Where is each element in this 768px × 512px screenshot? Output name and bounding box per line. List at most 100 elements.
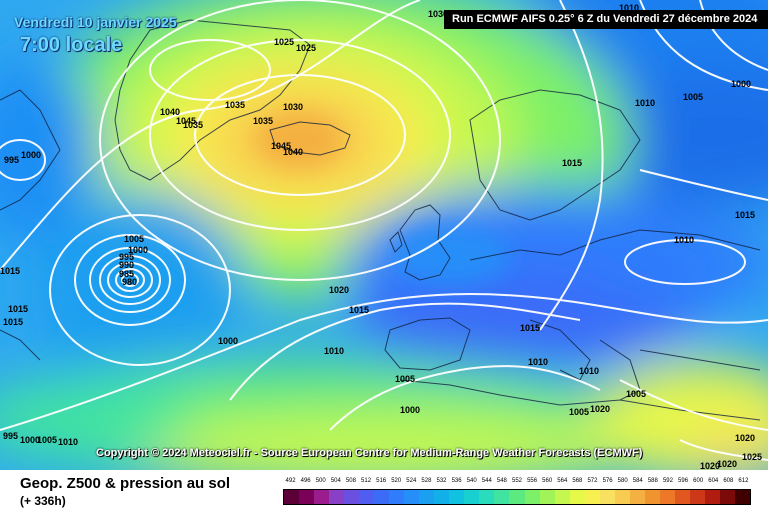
legend-level-label: 584 bbox=[632, 478, 643, 484]
legend-swatch bbox=[509, 490, 525, 504]
isobar-label: 1025 bbox=[296, 43, 316, 53]
forecast-date: Vendredi 10 janvier 2025 bbox=[14, 14, 177, 30]
legend-level-label: 608 bbox=[723, 478, 734, 484]
isobar-label: 1010 bbox=[528, 357, 548, 367]
legend-level-label: 540 bbox=[466, 478, 477, 484]
coastlines bbox=[0, 19, 761, 421]
legend-level-label: 516 bbox=[376, 478, 387, 484]
legend-swatch bbox=[419, 490, 435, 504]
z500-color-field bbox=[0, 0, 768, 470]
isobar-label: 1020 bbox=[590, 404, 610, 414]
isobar-label: 1010 bbox=[635, 98, 655, 108]
legend-swatch bbox=[584, 490, 600, 504]
isobar-label: 1010 bbox=[674, 235, 694, 245]
legend-swatch bbox=[359, 490, 375, 504]
forecast-local-time: 7:00 locale bbox=[20, 34, 123, 56]
legend-level-label: 536 bbox=[451, 478, 462, 484]
legend-level-label: 508 bbox=[345, 478, 356, 484]
legend-level-label: 600 bbox=[693, 478, 704, 484]
run-info-box bbox=[444, 10, 768, 29]
legend-level-label: 588 bbox=[647, 478, 658, 484]
legend-level-label: 520 bbox=[391, 478, 402, 484]
isobar-label: 1000 bbox=[20, 435, 40, 445]
legend-swatch bbox=[464, 490, 480, 504]
legend-level-label: 548 bbox=[496, 478, 507, 484]
legend-level-label: 496 bbox=[300, 478, 311, 484]
isobar-label: 1040 bbox=[283, 147, 303, 157]
legend-swatch bbox=[434, 490, 450, 504]
map-title: Geop. Z500 & pression au sol bbox=[20, 475, 231, 492]
legend-level-label: 556 bbox=[527, 478, 538, 484]
copyright-notice: Copyright © 2024 Meteociel.fr - Source E… bbox=[96, 447, 643, 459]
legend-level-label: 612 bbox=[738, 478, 749, 484]
forecast-hour: (+ 336h) bbox=[20, 494, 66, 508]
isobar-label: 1005 bbox=[569, 407, 589, 417]
isobar-label: 1000 bbox=[128, 245, 148, 255]
legend-swatch bbox=[344, 490, 360, 504]
legend-labels: 492 496 500 504 508 512 516 520 524 528 532 536 540 5… bbox=[283, 478, 751, 487]
color-scale-legend: 492 496 500 504 508 512 516 520 524 528 532 536 540 5… bbox=[283, 478, 751, 505]
legend-level-label: 572 bbox=[587, 478, 598, 484]
isobar-label: 1015 bbox=[562, 158, 582, 168]
legend-level-label: 544 bbox=[481, 478, 492, 484]
legend-color-bar bbox=[283, 489, 751, 505]
legend-level-label: 532 bbox=[436, 478, 447, 484]
legend-level-label: 560 bbox=[542, 478, 553, 484]
isobar-label: 1035 bbox=[183, 120, 203, 130]
legend-swatch bbox=[734, 490, 750, 504]
isobar-label: 985 bbox=[119, 269, 134, 279]
legend-swatch bbox=[479, 490, 495, 504]
legend-swatch bbox=[329, 490, 345, 504]
legend-swatch bbox=[389, 490, 405, 504]
isobar-label: 1020 bbox=[700, 461, 720, 470]
legend-swatch bbox=[404, 490, 420, 504]
isobar-label: 1010 bbox=[619, 3, 639, 13]
isobar-lines bbox=[0, 0, 768, 461]
isobar-label: 1035 bbox=[225, 100, 245, 110]
legend-level-label: 568 bbox=[572, 478, 583, 484]
legend-level-label: 604 bbox=[708, 478, 719, 484]
legend-swatch bbox=[554, 490, 570, 504]
run-info: Run ECMWF AIFS 0.25° 6 Z du Vendredi 27 … bbox=[452, 13, 758, 25]
isobar-label: 1005 bbox=[37, 435, 57, 445]
legend-swatch bbox=[314, 490, 330, 504]
legend-swatch bbox=[674, 490, 690, 504]
legend-swatch bbox=[614, 490, 630, 504]
isobar-label: 1015 bbox=[3, 317, 23, 327]
legend-level-label: 580 bbox=[617, 478, 628, 484]
isobar-label: 1015 bbox=[349, 305, 369, 315]
isobar-label: 1005 bbox=[626, 389, 646, 399]
isobar-label: 1000 bbox=[218, 336, 238, 346]
isobar-label: 1030 bbox=[283, 102, 303, 112]
isobar-label: 1000 bbox=[21, 150, 41, 160]
legend-swatch bbox=[704, 490, 720, 504]
isobar-label: 1030 bbox=[428, 9, 448, 19]
isobar-label: 1045 bbox=[271, 141, 291, 151]
legend-swatch bbox=[539, 490, 555, 504]
isobar-label: 980 bbox=[122, 277, 137, 287]
legend-level-label: 500 bbox=[315, 478, 326, 484]
isobar-label: 1015 bbox=[520, 323, 540, 333]
isobar-label: 995 bbox=[3, 431, 18, 441]
legend-swatch bbox=[494, 490, 510, 504]
isobar-label: 1000 bbox=[400, 405, 420, 415]
isobar-label: 1015 bbox=[735, 210, 755, 220]
legend-swatch bbox=[644, 490, 660, 504]
isobar-label: 1020 bbox=[717, 459, 737, 469]
geopotential-map: 1030 1025 1025 1035 1030 1040 1045 1035 … bbox=[0, 0, 768, 470]
legend-level-label: 596 bbox=[678, 478, 689, 484]
legend-level-label: 564 bbox=[557, 478, 568, 484]
isobar-label: 1040 bbox=[160, 107, 180, 117]
isobar-label: 1005 bbox=[124, 234, 144, 244]
legend-swatch bbox=[449, 490, 465, 504]
isobar-label: 1005 bbox=[683, 92, 703, 102]
legend-level-label: 552 bbox=[511, 478, 522, 484]
legend-swatch bbox=[374, 490, 390, 504]
isobar-label: 1010 bbox=[579, 366, 599, 376]
legend-swatch bbox=[689, 490, 705, 504]
legend-swatch bbox=[299, 490, 315, 504]
legend-swatch bbox=[284, 490, 300, 504]
isobar-labels: 1030 1025 1025 1035 1030 1040 1045 1035 … bbox=[0, 3, 762, 470]
legend-level-label: 592 bbox=[662, 478, 673, 484]
